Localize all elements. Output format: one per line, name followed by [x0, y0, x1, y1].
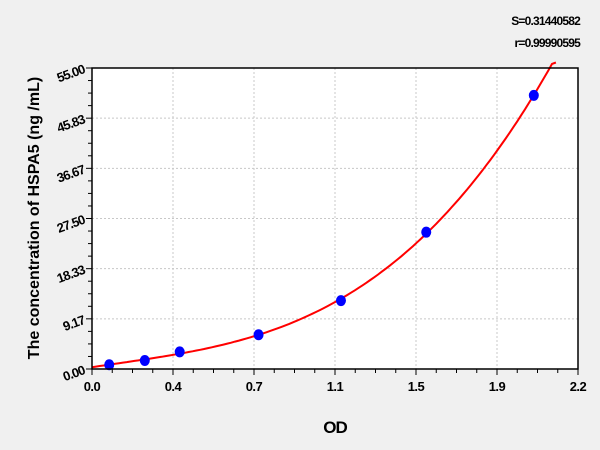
x-tick-label: 2.2 [570, 379, 587, 394]
y-tick-label: 27.50 [55, 212, 87, 236]
x-tick-label: 0.4 [165, 379, 183, 394]
y-tick-label: 18.33 [55, 262, 87, 286]
data-point [421, 226, 432, 238]
plot-frame [91, 67, 579, 370]
y-tick-label: 0.00 [61, 362, 87, 384]
y-tick-label: 36.67 [55, 162, 87, 186]
s-statistic: S=0.31440582 [511, 14, 581, 28]
x-tick-label: 1.9 [489, 379, 506, 394]
r-statistic: r=0.99990595 [514, 36, 581, 50]
data-point [174, 346, 185, 358]
y-axis-label: The concentration of HSPA5 (ng /mL) [26, 77, 43, 359]
y-tick-label: 9.17 [61, 312, 87, 334]
x-tick-label: 1.1 [327, 379, 344, 394]
x-tick-label: 0.0 [84, 379, 101, 394]
data-point [104, 359, 115, 371]
x-tick-label: 0.7 [246, 379, 263, 394]
data-point [253, 329, 264, 341]
data-point [528, 89, 539, 101]
data-point [139, 354, 150, 366]
fitted-curve [91, 61, 557, 369]
x-axis-label: OD [323, 418, 347, 437]
x-tick-label: 1.5 [408, 379, 425, 394]
data-point [335, 295, 346, 307]
y-tick-label: 55.00 [55, 61, 87, 85]
y-tick-label: 45.83 [55, 111, 87, 135]
